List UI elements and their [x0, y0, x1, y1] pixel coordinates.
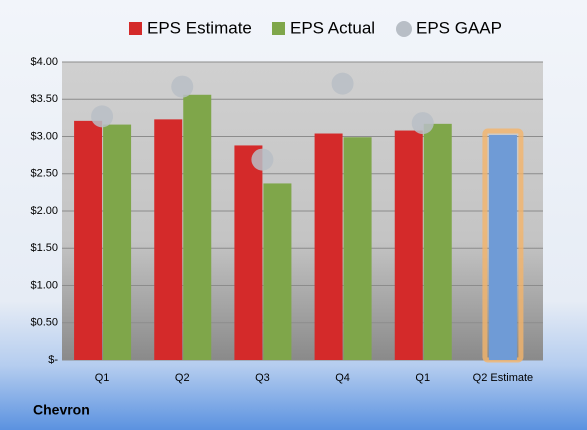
x-tick-label: Q1 [415, 372, 430, 384]
legend-text: EPS Estimate [147, 18, 252, 37]
y-tick-label: $3.00 [30, 130, 58, 142]
legend-text: EPS Actual [290, 18, 375, 37]
y-tick-label: $4.00 [30, 56, 58, 68]
y-tick-label: $1.00 [30, 279, 58, 291]
bar [234, 145, 263, 360]
y-tick-label: $2.50 [30, 168, 58, 180]
legend-text: EPS GAAP [416, 18, 502, 37]
y-tick-label: $1.50 [30, 242, 58, 254]
bar [343, 137, 372, 360]
bar [263, 183, 292, 360]
y-tick-label: $3.50 [30, 93, 58, 105]
x-tick-label: Q2 Estimate [473, 372, 534, 384]
x-tick-label: Q2 [175, 372, 190, 384]
bar [74, 120, 103, 360]
bar [154, 119, 183, 361]
bar [394, 130, 423, 360]
gaap-marker [171, 75, 194, 98]
legend-marker [272, 22, 285, 35]
x-tick-label: Q1 [95, 372, 110, 384]
bar [423, 123, 452, 361]
chart-title: Chevron [33, 402, 90, 418]
bar [314, 133, 343, 360]
y-tick-label: $0.50 [30, 317, 58, 329]
bar [183, 94, 212, 360]
x-tick-label: Q4 [335, 372, 350, 384]
y-tick-label: $2.00 [30, 205, 58, 217]
gaap-marker [411, 112, 434, 135]
x-tick-label: Q3 [255, 372, 270, 384]
y-tick-label: $- [48, 354, 58, 366]
gaap-marker [91, 105, 114, 128]
legend-marker [396, 21, 412, 37]
legend-marker [129, 22, 142, 35]
bar [103, 124, 132, 360]
gaap-marker [331, 72, 354, 95]
bar [488, 135, 517, 360]
gaap-marker [251, 148, 274, 171]
